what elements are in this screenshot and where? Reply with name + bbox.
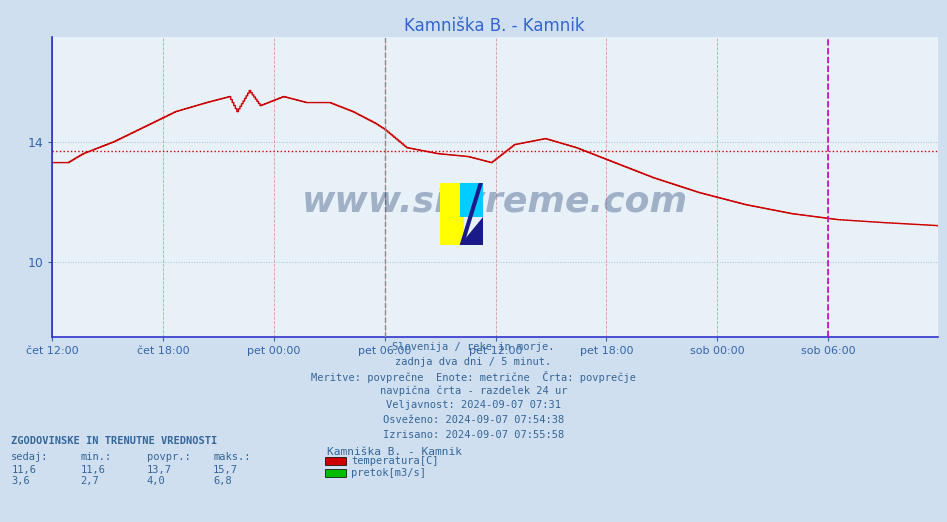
Text: min.:: min.: bbox=[80, 452, 112, 461]
Text: ZGODOVINSKE IN TRENUTNE VREDNOSTI: ZGODOVINSKE IN TRENUTNE VREDNOSTI bbox=[11, 436, 218, 446]
Polygon shape bbox=[459, 183, 483, 217]
Text: 15,7: 15,7 bbox=[213, 465, 238, 474]
Text: Kamniška B. - Kamnik: Kamniška B. - Kamnik bbox=[327, 447, 462, 457]
Text: www.si-vreme.com: www.si-vreme.com bbox=[302, 185, 688, 219]
Title: Kamniška B. - Kamnik: Kamniška B. - Kamnik bbox=[404, 17, 585, 35]
Text: Veljavnost: 2024-09-07 07:31: Veljavnost: 2024-09-07 07:31 bbox=[386, 400, 561, 410]
Polygon shape bbox=[459, 183, 483, 245]
Text: 13,7: 13,7 bbox=[147, 465, 171, 474]
Text: 3,6: 3,6 bbox=[11, 476, 30, 486]
Text: maks.:: maks.: bbox=[213, 452, 251, 461]
Text: Meritve: povprečne  Enote: metrične  Črta: povprečje: Meritve: povprečne Enote: metrične Črta:… bbox=[311, 371, 636, 383]
Text: 2,7: 2,7 bbox=[80, 476, 99, 486]
Text: zadnja dva dni / 5 minut.: zadnja dva dni / 5 minut. bbox=[396, 357, 551, 366]
Text: Osveženo: 2024-09-07 07:54:38: Osveženo: 2024-09-07 07:54:38 bbox=[383, 415, 564, 425]
Text: Slovenija / reke in morje.: Slovenija / reke in morje. bbox=[392, 342, 555, 352]
Text: Izrisano: 2024-09-07 07:55:58: Izrisano: 2024-09-07 07:55:58 bbox=[383, 430, 564, 440]
Text: temperatura[C]: temperatura[C] bbox=[351, 456, 438, 466]
Text: 6,8: 6,8 bbox=[213, 476, 232, 486]
Text: 11,6: 11,6 bbox=[11, 465, 36, 474]
Text: povpr.:: povpr.: bbox=[147, 452, 190, 461]
Polygon shape bbox=[440, 183, 464, 245]
Text: pretok[m3/s]: pretok[m3/s] bbox=[351, 468, 426, 478]
Polygon shape bbox=[459, 217, 483, 245]
Text: 11,6: 11,6 bbox=[80, 465, 105, 474]
Text: 4,0: 4,0 bbox=[147, 476, 166, 486]
Text: navpična črta - razdelek 24 ur: navpična črta - razdelek 24 ur bbox=[380, 386, 567, 396]
Text: sedaj:: sedaj: bbox=[11, 452, 49, 461]
